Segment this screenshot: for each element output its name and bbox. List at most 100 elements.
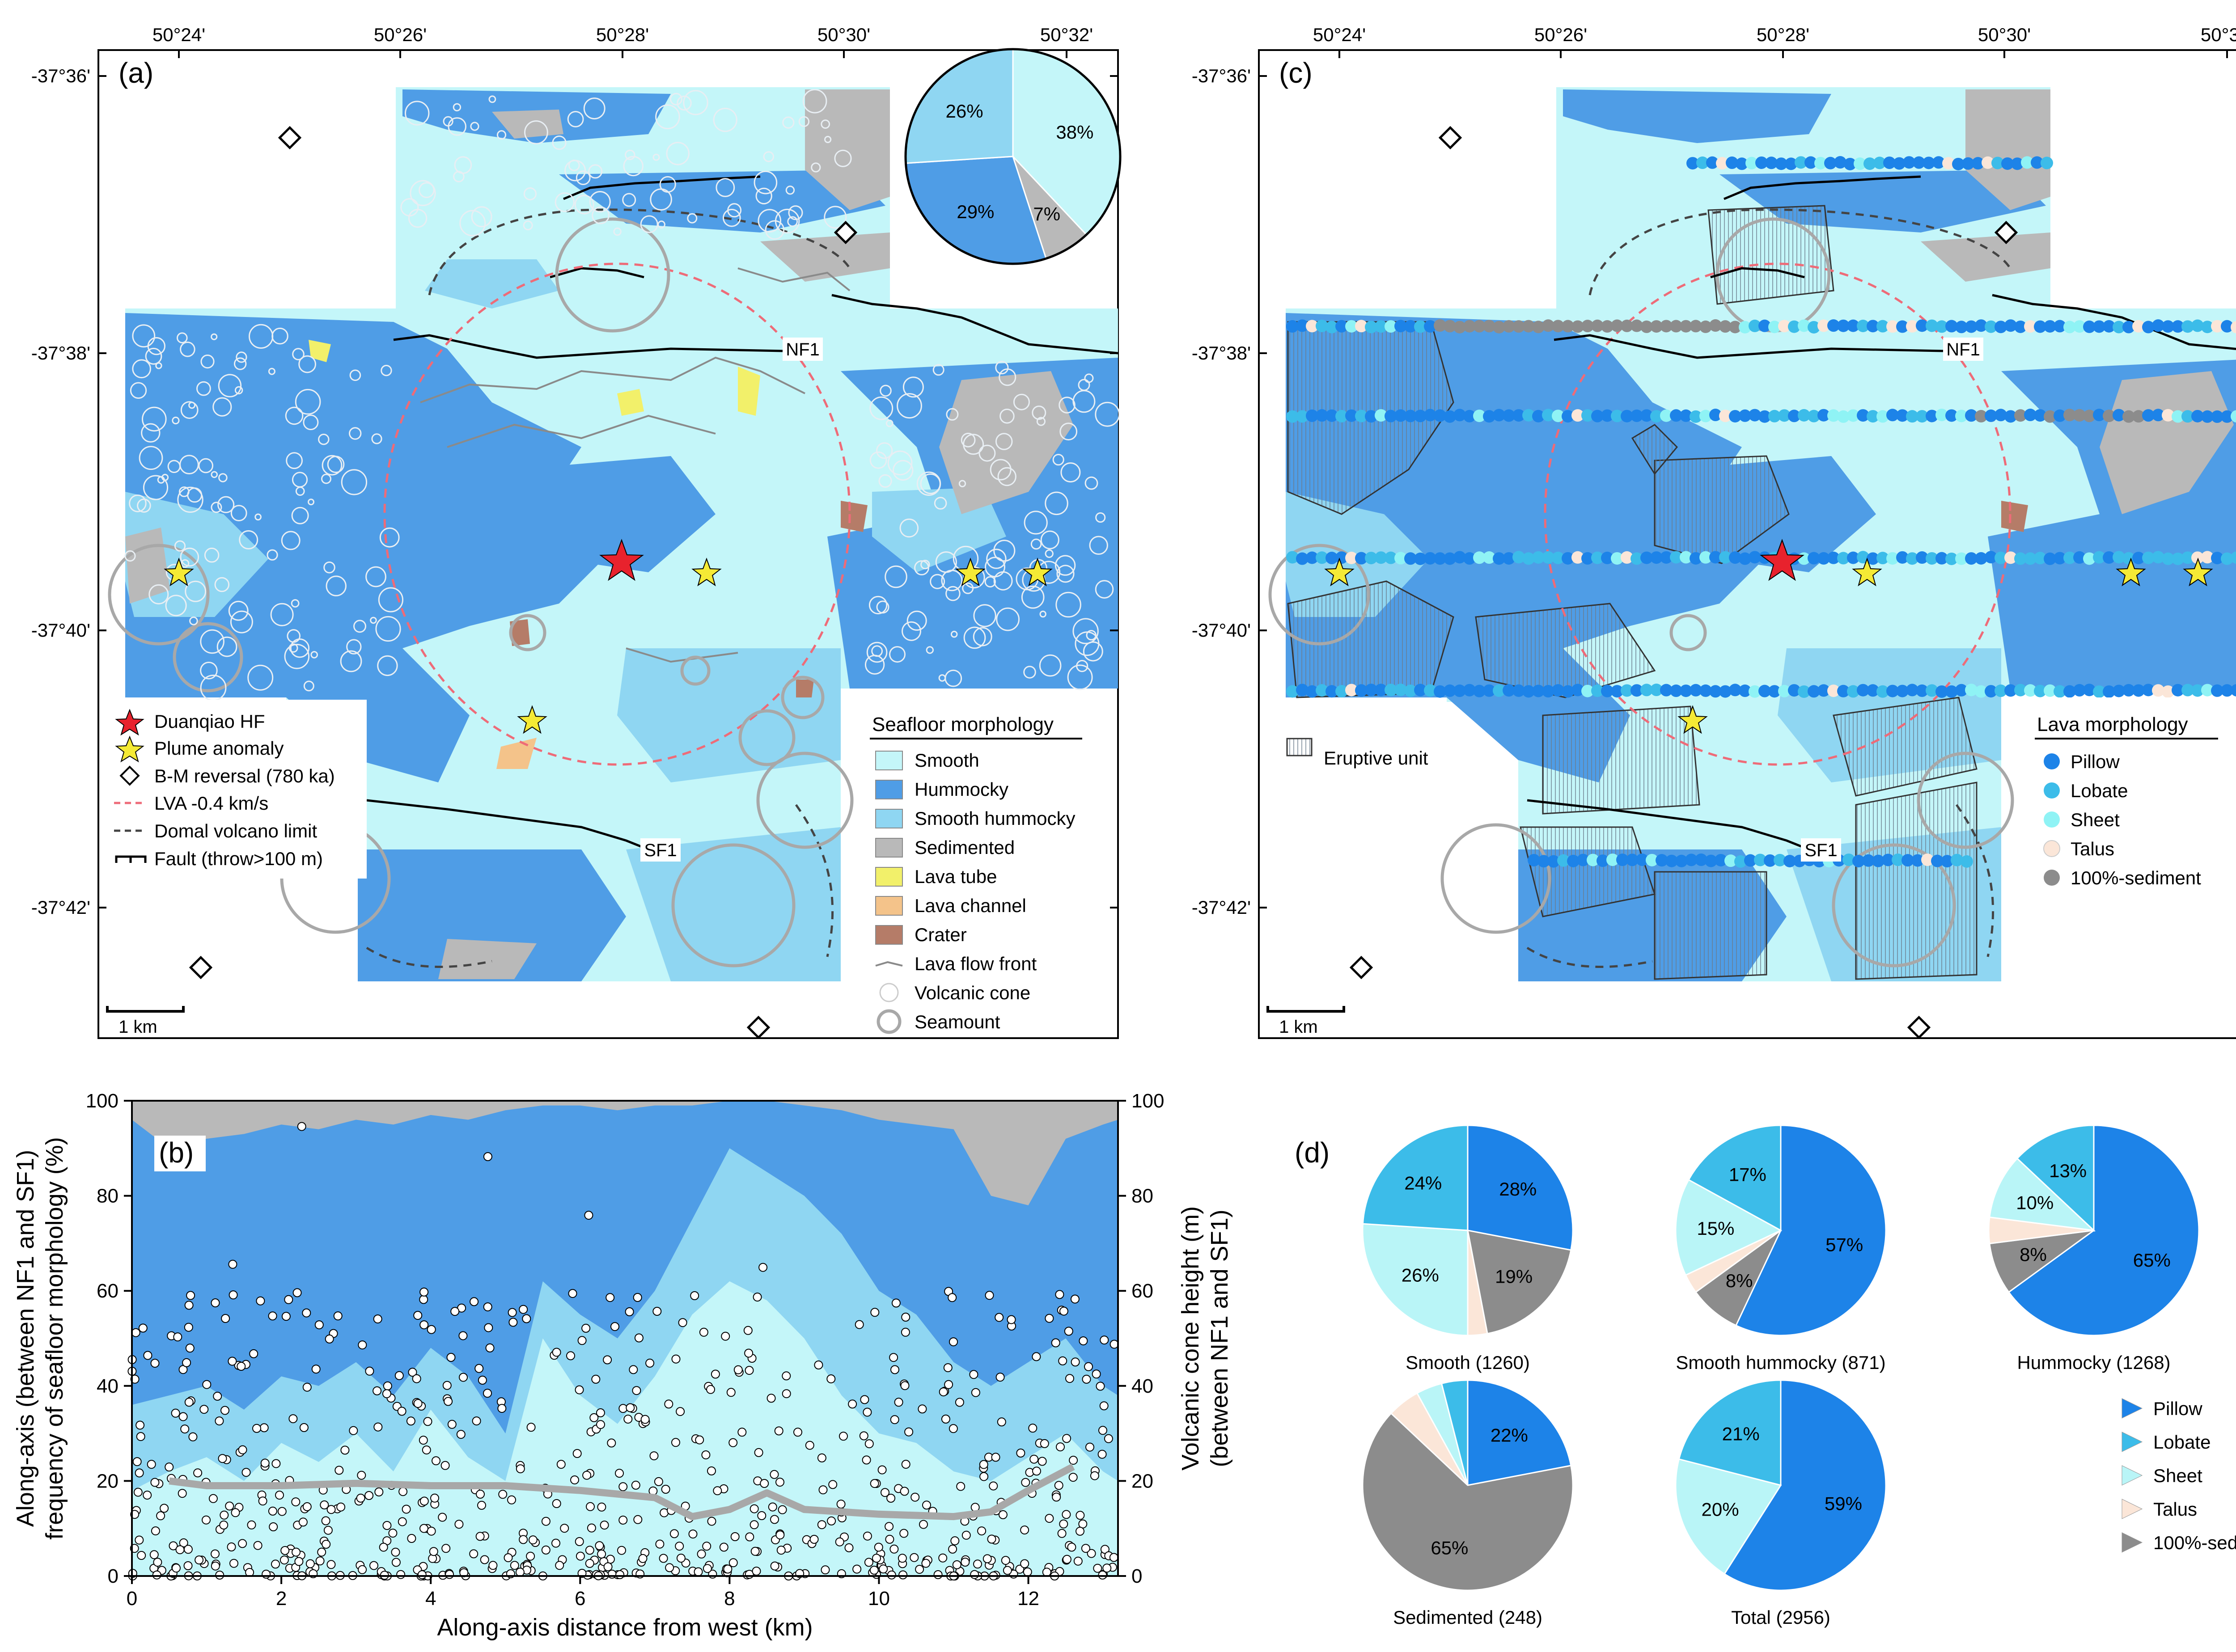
cone-height-point: [770, 1470, 779, 1479]
volcanic-cone: [218, 473, 228, 482]
volcanic-cone: [920, 560, 930, 570]
lava-obs-dot: [1537, 855, 1550, 868]
cone-height-point: [326, 1505, 336, 1514]
lava-obs-dot: [1765, 156, 1778, 169]
cone-height-point: [733, 1365, 743, 1374]
volcanic-cone: [281, 531, 301, 550]
cone-height-point: [555, 1561, 564, 1570]
volcanic-cone: [419, 182, 435, 199]
lat-tick-label: -37°36': [31, 65, 90, 86]
lava-obs-dot: [1532, 551, 1545, 564]
volcanic-cone: [310, 651, 318, 659]
lava-obs-dot: [1306, 409, 1318, 422]
lava-obs-dot: [1896, 320, 1909, 333]
cone-height-point: [445, 1570, 454, 1579]
volcanic-cone: [291, 507, 309, 524]
volcanic-cone: [1030, 538, 1042, 550]
lava-obs-dot: [1739, 321, 1751, 334]
volcanic-cone: [177, 486, 203, 513]
pie-a-label-3: 26%: [945, 101, 983, 122]
cone-height-point: [952, 1560, 961, 1569]
volcanic-cone: [677, 95, 692, 111]
legend-c-pillow: Pillow: [2071, 751, 2120, 772]
cone-height-point: [413, 1311, 423, 1320]
lava-obs-dot: [1660, 409, 1673, 422]
volcanic-cone: [188, 401, 196, 409]
cone-height-point: [910, 1553, 919, 1562]
cone-height-point: [180, 1424, 190, 1434]
cone-height-point: [552, 1348, 561, 1357]
lava-obs-dot: [1699, 320, 1712, 333]
cone-height-point: [335, 1466, 344, 1475]
lava-obs-dot: [1424, 320, 1436, 333]
cone-height-point: [900, 1487, 909, 1496]
volcanic-cone: [327, 456, 345, 473]
volcanic-cone: [880, 384, 892, 397]
pie-d-3-label-1: 65%: [1431, 1538, 1468, 1559]
cone-height-point: [541, 1545, 551, 1555]
lava-obs-dot: [1542, 409, 1554, 422]
legend-flow-front-icon: [875, 961, 903, 967]
cone-height-point: [881, 1488, 889, 1497]
volcanic-cone: [622, 193, 636, 207]
cone-height-point: [498, 1490, 508, 1499]
cone-height-point: [977, 1526, 987, 1536]
cone-height-point: [326, 1560, 336, 1569]
cone-height-point: [183, 1545, 193, 1554]
cone-height-point: [1021, 1478, 1030, 1487]
x-tick-label: 2: [276, 1588, 287, 1610]
cone-height-point: [215, 1416, 224, 1426]
volcanic-cone: [132, 324, 156, 348]
pie-d-2-slice-4: [2016, 1124, 2095, 1232]
volcanic-cone: [973, 627, 992, 646]
lava-obs-dot: [1913, 156, 1925, 169]
lava-obs-dot: [1739, 684, 1751, 697]
cone-height-point: [357, 1470, 366, 1480]
lava-obs-dot: [1542, 319, 1554, 332]
cone-height-point: [886, 1494, 896, 1503]
cone-height-point: [997, 1417, 1006, 1427]
cone-height-point: [1062, 1434, 1071, 1443]
pie-d-0-label-3: 26%: [1402, 1264, 1439, 1285]
cone-height-point: [427, 1526, 436, 1536]
lava-obs-dot: [1286, 320, 1299, 333]
cone-height-point: [568, 1289, 577, 1298]
swatch-crater: [875, 925, 903, 945]
cone-height-point: [645, 1358, 655, 1368]
volcanic-cone: [926, 646, 934, 654]
cone-height-point: [632, 1386, 641, 1395]
volcanic-cone: [802, 89, 827, 114]
volcanic-cone: [1083, 641, 1103, 662]
cone-height-point: [419, 1295, 428, 1304]
cone-height-point: [288, 1414, 298, 1424]
cone-height-point: [184, 1301, 194, 1310]
cone-height-point: [188, 1432, 198, 1441]
cone-height-point: [208, 1494, 218, 1503]
lava-obs-dot: [1837, 684, 1850, 697]
lava-obs-dot: [1296, 319, 1309, 332]
volcanic-cone: [496, 130, 507, 140]
cone-height-point: [173, 1332, 182, 1342]
pie-d-1-label-1: 8%: [1726, 1270, 1753, 1291]
volcanic-cone: [1076, 660, 1088, 672]
pie-d-4-slice-2: [1678, 1379, 1782, 1486]
lava-obs-dot: [1699, 551, 1712, 564]
cone-height-point: [336, 1502, 346, 1512]
cone-height-point: [299, 1423, 309, 1432]
lava-obs-dot: [1591, 551, 1604, 564]
panel-a-pie-chart: 38% 7% 29% 26%: [904, 48, 1122, 265]
volcanic-cone: [353, 620, 366, 633]
volcanic-cone: [1095, 580, 1114, 599]
cone-height-point: [305, 1559, 315, 1568]
volcanic-cone: [308, 499, 314, 506]
lava-obs-dot: [1542, 685, 1554, 698]
cone-height-point: [442, 1381, 452, 1390]
lava-obs-dot: [1955, 321, 1968, 334]
cone-height-point: [413, 1399, 423, 1408]
lava-obs-dot: [2044, 320, 2056, 333]
lava-obs-dot: [1630, 409, 1643, 422]
cone-height-point: [836, 1500, 846, 1509]
lava-obs-dot: [1355, 552, 1368, 565]
volcanic-cone: [448, 117, 467, 136]
volcanic-cone: [824, 135, 832, 144]
